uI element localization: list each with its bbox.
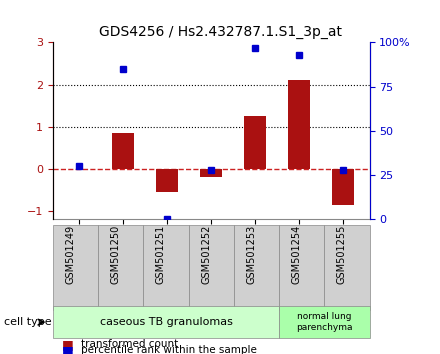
Bar — [53, 306, 279, 338]
Text: caseous TB granulomas: caseous TB granulomas — [99, 317, 232, 327]
Bar — [143, 225, 189, 310]
Text: GSM501253: GSM501253 — [246, 225, 257, 284]
Text: percentile rank within the sample: percentile rank within the sample — [81, 346, 257, 354]
Text: ■: ■ — [62, 338, 73, 350]
Text: transformed count: transformed count — [81, 339, 179, 349]
Bar — [288, 80, 310, 169]
Bar — [244, 116, 266, 169]
Bar — [53, 225, 98, 310]
Bar — [332, 169, 354, 205]
Bar — [200, 169, 222, 177]
Text: cell type: cell type — [4, 317, 52, 327]
Bar — [156, 169, 178, 192]
Text: GSM501255: GSM501255 — [337, 225, 347, 284]
Bar — [324, 225, 370, 310]
Text: GSM501249: GSM501249 — [66, 225, 75, 284]
Text: normal lung
parenchyma: normal lung parenchyma — [296, 313, 352, 332]
Text: GSM501250: GSM501250 — [111, 225, 121, 284]
Bar — [98, 225, 143, 310]
Bar — [189, 225, 234, 310]
Text: GDS4256 / Hs2.432787.1.S1_3p_at: GDS4256 / Hs2.432787.1.S1_3p_at — [99, 25, 341, 39]
Text: GSM501254: GSM501254 — [292, 225, 302, 284]
Bar — [279, 306, 370, 338]
Text: GSM501252: GSM501252 — [201, 225, 211, 284]
Text: GSM501251: GSM501251 — [156, 225, 166, 284]
Bar — [234, 225, 279, 310]
Bar — [112, 133, 134, 169]
Bar — [279, 225, 324, 310]
Text: ■: ■ — [62, 344, 73, 354]
